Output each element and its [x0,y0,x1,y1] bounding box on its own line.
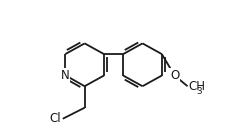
Text: CH: CH [188,80,205,93]
Text: N: N [61,69,70,82]
Text: O: O [170,69,179,82]
Text: Cl: Cl [50,112,62,125]
Text: 3: 3 [196,87,202,96]
